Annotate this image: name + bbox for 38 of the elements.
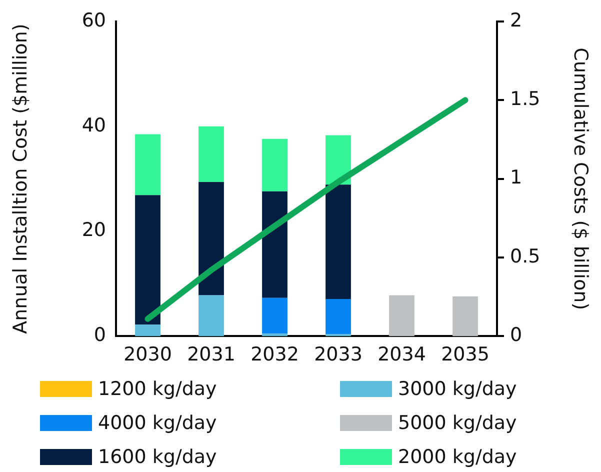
bar bbox=[262, 191, 288, 298]
bar bbox=[262, 298, 288, 334]
y2-tick-label: 1 bbox=[510, 166, 522, 189]
legend-label: 2000 kg/day bbox=[398, 446, 517, 468]
y2-tick-label: 0 bbox=[510, 324, 522, 346]
y-tick-label: 60 bbox=[82, 9, 106, 32]
y-axis-title: Annual Installtion Cost ($million) bbox=[9, 24, 32, 334]
y-tick-label: 40 bbox=[82, 114, 106, 136]
x-tick-label: 2030 bbox=[124, 344, 172, 366]
bar bbox=[262, 138, 288, 192]
y2-tick-label: 2 bbox=[510, 9, 522, 32]
legend-label: 1600 kg/day bbox=[98, 446, 217, 468]
x-tick-label: 2031 bbox=[187, 344, 236, 366]
y2-tick-label: 0.5 bbox=[510, 245, 540, 268]
x-tick-label: 2034 bbox=[378, 344, 426, 366]
legend-label: 3000 kg/day bbox=[398, 378, 517, 400]
bar bbox=[326, 184, 351, 299]
x-tick-label: 2033 bbox=[314, 344, 362, 366]
bar bbox=[262, 334, 288, 336]
bar bbox=[389, 295, 414, 336]
y-tick-label: 20 bbox=[82, 219, 106, 242]
bar bbox=[326, 135, 351, 185]
x-tick-label: 2035 bbox=[441, 344, 490, 366]
legend-label: 4000 kg/day bbox=[98, 412, 217, 434]
bar bbox=[135, 134, 160, 196]
y2-axis-title: Cumulative Costs ($ billion) bbox=[570, 48, 592, 310]
y2-tick-label: 1.5 bbox=[510, 88, 540, 110]
bar bbox=[326, 298, 351, 334]
bar bbox=[198, 295, 224, 336]
x-tick-label: 2032 bbox=[250, 344, 299, 366]
bar bbox=[135, 195, 160, 325]
bar bbox=[452, 296, 478, 336]
y-tick-label: 0 bbox=[94, 324, 106, 346]
bar bbox=[198, 126, 224, 182]
bar bbox=[198, 182, 224, 296]
legend-label: 1200 kg/day bbox=[98, 378, 217, 400]
bar bbox=[135, 324, 160, 336]
legend-label: 5000 kg/day bbox=[398, 412, 517, 434]
